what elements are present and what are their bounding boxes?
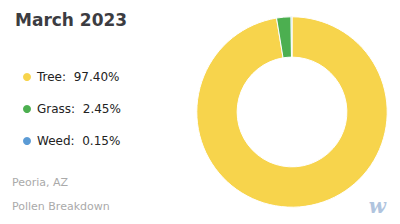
svg-text:March 2023: March 2023 <box>15 10 127 30</box>
svg-text:Grass: 2.45%: Grass: 2.45% <box>37 102 121 116</box>
svg-text:Peoria, AZ: Peoria, AZ <box>12 176 69 189</box>
svg-text:Weed: 0.15%: Weed: 0.15% <box>37 134 120 148</box>
svg-text:Pollen Breakdown: Pollen Breakdown <box>12 200 110 213</box>
svg-text:Tree: 97.40%: Tree: 97.40% <box>36 70 119 84</box>
svg-text:w: w <box>369 194 387 218</box>
